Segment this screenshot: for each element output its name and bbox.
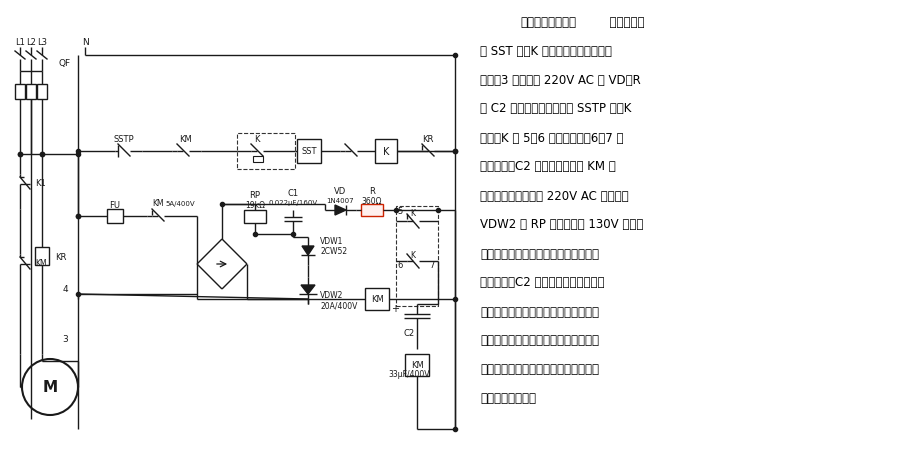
- Text: 失电（K 的 5、6 触点先断开，6、7 点: 失电（K 的 5、6 触点先断开，6、7 点: [480, 131, 623, 144]
- Text: K: K: [411, 209, 415, 218]
- Text: 后接通）。C2 通过中间继电器 KM 放: 后接通）。C2 通过中间继电器 KM 放: [480, 160, 615, 173]
- Text: KM: KM: [370, 295, 383, 304]
- Text: M: M: [42, 380, 58, 395]
- Polygon shape: [302, 246, 314, 256]
- Text: 运转。3 端对地的 220V AC 经 VD、R: 运转。3 端对地的 220V AC 经 VD、R: [480, 73, 641, 86]
- Text: 按下起动接: 按下起动接: [602, 16, 644, 28]
- Text: 向 C2 充电。当按下停止键 SSTP 后，K: 向 C2 充电。当按下停止键 SSTP 后，K: [480, 102, 632, 115]
- Text: 7: 7: [430, 260, 435, 269]
- Text: VD: VD: [334, 187, 346, 196]
- Bar: [37, 85, 47, 100]
- Text: K: K: [383, 147, 389, 157]
- Text: K: K: [411, 250, 415, 259]
- Text: 是控制环节中的触点。此电路适用于在: 是控制环节中的触点。此电路适用于在: [480, 334, 599, 347]
- Text: FU: FU: [110, 201, 121, 210]
- Text: 2CW52: 2CW52: [320, 247, 347, 256]
- Text: VDW2 及 RP 调节，将约 130V 直流脉: VDW2 及 RP 调节，将约 130V 直流脉: [480, 218, 643, 231]
- Text: N: N: [82, 38, 88, 46]
- Text: 电路恢复正常。图中虚线框内的常闭点: 电路恢复正常。图中虚线框内的常闭点: [480, 305, 599, 318]
- Bar: [35, 247, 49, 265]
- Text: 33μF/400V: 33μF/400V: [388, 369, 430, 379]
- Text: 0.022μF/160V: 0.022μF/160V: [268, 200, 317, 206]
- Text: KR: KR: [55, 252, 67, 261]
- Text: C2: C2: [404, 328, 414, 337]
- Bar: [237, 134, 295, 170]
- Text: 制动作用。C2 放电完毕，结束制动，: 制动作用。C2 放电完毕，结束制动，: [480, 276, 605, 289]
- Text: 钮 SST 后，K 得电吸合并自锁，电机: 钮 SST 后，K 得电吸合并自锁，电机: [480, 45, 612, 57]
- Polygon shape: [335, 206, 346, 216]
- Text: L2: L2: [26, 38, 36, 46]
- Text: QF: QF: [58, 58, 70, 67]
- Text: K: K: [254, 134, 259, 143]
- Text: VDW2: VDW2: [320, 291, 343, 300]
- Text: 6: 6: [397, 260, 403, 269]
- Bar: [396, 207, 438, 306]
- Text: KM: KM: [35, 258, 47, 267]
- Text: 4: 4: [62, 285, 68, 294]
- Bar: [361, 205, 383, 217]
- Text: 1N4007: 1N4007: [326, 197, 354, 203]
- Bar: [405, 354, 429, 376]
- Text: 20A/400V: 20A/400V: [320, 301, 358, 310]
- Text: 称重下料控制等。: 称重下料控制等。: [480, 392, 536, 405]
- Text: 电，并使其吸合，使 220V AC 经整流、: 电，并使其吸合，使 220V AC 经整流、: [480, 189, 629, 202]
- Polygon shape: [301, 285, 315, 294]
- Text: SST: SST: [301, 147, 317, 156]
- Bar: [375, 140, 397, 164]
- Text: KM: KM: [152, 199, 164, 208]
- Text: VDW1: VDW1: [320, 237, 343, 246]
- Bar: [253, 157, 263, 162]
- Text: SSTP: SSTP: [114, 135, 134, 144]
- Text: KM: KM: [411, 361, 423, 369]
- Text: L3: L3: [37, 38, 47, 46]
- Text: 3: 3: [62, 335, 68, 344]
- Bar: [365, 288, 389, 310]
- Text: R: R: [369, 187, 375, 196]
- Text: 5A/400V: 5A/400V: [165, 201, 195, 207]
- Text: KR: KR: [423, 134, 433, 143]
- Bar: [15, 85, 25, 100]
- Text: 动电压加至电机一组线圈的两端，起到: 动电压加至电机一组线圈的两端，起到: [480, 247, 599, 260]
- Text: K1: K1: [35, 178, 46, 187]
- Bar: [244, 211, 266, 224]
- Bar: [297, 140, 321, 164]
- Text: C1: C1: [287, 188, 298, 197]
- Circle shape: [22, 359, 78, 415]
- Text: 电机高速运转中需急停的制动场合，如: 电机高速运转中需急停的制动场合，如: [480, 363, 599, 375]
- Text: 直流能耗制动电路: 直流能耗制动电路: [520, 16, 576, 28]
- Bar: [107, 210, 123, 224]
- Text: RP: RP: [250, 191, 260, 200]
- Text: +: +: [391, 303, 399, 313]
- Text: KM: KM: [178, 134, 191, 143]
- Text: 5: 5: [397, 207, 402, 216]
- Text: L1: L1: [15, 38, 25, 46]
- Text: 360Ω: 360Ω: [361, 196, 382, 205]
- Text: 19kΩ: 19kΩ: [245, 200, 265, 209]
- Bar: [26, 85, 36, 100]
